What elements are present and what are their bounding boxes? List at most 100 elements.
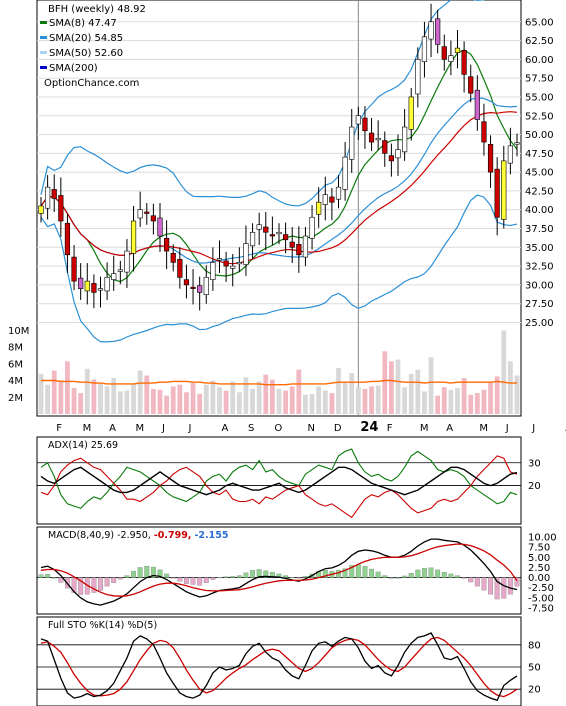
bollinger-lower — [40, 194, 518, 343]
sma50-line — [40, 111, 518, 265]
x-tick-label: F — [387, 423, 393, 434]
volume-bar — [507, 361, 513, 414]
volume-bar — [474, 393, 480, 414]
volume-bar — [91, 379, 97, 414]
macd-histogram-bar — [250, 570, 256, 578]
volume-bar — [362, 388, 368, 414]
volume-bar — [375, 385, 381, 414]
volume-bar — [124, 390, 130, 414]
macd-histogram-bar — [98, 577, 103, 591]
x-tick-label: S — [248, 423, 254, 434]
x-tick-label: A — [446, 423, 453, 434]
macd-histogram-bar — [468, 577, 474, 583]
macd-histogram-bar — [236, 575, 242, 578]
macd-histogram-bar — [144, 566, 150, 578]
candle-body — [51, 189, 57, 199]
legend-sma50: SMA(50) 52.60 — [49, 48, 123, 59]
candle-body — [197, 285, 203, 293]
volume-bar — [250, 388, 255, 414]
x-tick-label: M — [136, 423, 145, 434]
x-tick-label: O — [274, 423, 282, 434]
volume-bar — [210, 380, 216, 414]
macd-histogram-bar — [342, 568, 348, 578]
volume-bar — [71, 388, 77, 414]
macd-histogram-bar — [91, 577, 97, 593]
x-tick-label: M — [83, 423, 92, 434]
volume-bar — [150, 388, 156, 414]
macd-histogram-bar — [104, 577, 110, 587]
candle-body — [296, 244, 302, 256]
macd-histogram-bar — [38, 574, 44, 578]
x-tick-label: D — [334, 423, 342, 434]
candle-body — [97, 288, 104, 291]
macd-histogram-bar — [369, 568, 375, 578]
volume-bar — [283, 390, 289, 414]
candle-body — [164, 237, 170, 252]
candle-body — [355, 115, 361, 125]
volume-bar — [184, 392, 189, 414]
macd-histogram-bar — [375, 571, 381, 578]
macd-histogram-bar — [455, 575, 460, 578]
macd-histogram-bar — [256, 569, 262, 578]
volume-bar — [38, 373, 44, 414]
candle-body — [157, 217, 163, 237]
price-tick-label: 57.50 — [525, 74, 554, 85]
macd-histogram-bar — [388, 577, 394, 579]
candle-body — [216, 258, 223, 261]
volume-bar — [65, 361, 70, 414]
volume-bar — [289, 386, 295, 414]
macd-histogram-bar — [448, 573, 454, 578]
volume-bar — [177, 384, 183, 414]
volume-bar — [316, 386, 322, 414]
candle-body — [38, 205, 44, 214]
volume-bar — [230, 381, 236, 414]
candle-body — [335, 186, 342, 200]
macd-histogram-bar — [157, 569, 163, 578]
macd-histogram-bar — [362, 566, 368, 578]
volume-bar — [461, 378, 467, 414]
price-tick-label: 32.50 — [525, 262, 554, 273]
candle-body — [71, 256, 77, 282]
price-tick-label: 27.50 — [525, 299, 554, 310]
macd-hist-value: -2.155 — [194, 530, 228, 541]
volume-bar — [435, 395, 441, 414]
volume-bar — [329, 393, 335, 414]
volume-bar — [217, 387, 222, 414]
macd-value: MACD(8,40,9) -2.950, — [48, 530, 151, 541]
x-tick-label: A — [222, 423, 229, 434]
candle-body — [276, 231, 282, 235]
macd-histogram-bar — [289, 577, 295, 579]
volume-bar — [336, 368, 341, 414]
macd-tick-label: -2.50 — [528, 583, 554, 594]
chart-title: BFH (weekly) 48.92 — [48, 4, 146, 15]
legend-swatch-sma50 — [40, 51, 47, 54]
volume-bar — [164, 395, 170, 414]
macd-histogram-bar — [203, 577, 209, 583]
candle-body — [388, 155, 394, 162]
volume-bar — [402, 387, 408, 414]
volume-bar — [203, 384, 209, 414]
macd-histogram-bar — [461, 577, 467, 579]
macd-signal-value: -0.799, — [154, 530, 192, 541]
candle-body — [342, 156, 348, 190]
volume-bar — [488, 382, 493, 414]
sto-d-line — [40, 636, 518, 698]
candle-body — [256, 224, 262, 230]
price-tick-label: 60.00 — [525, 55, 554, 66]
candle-body — [190, 286, 196, 289]
candle-body — [230, 265, 236, 269]
volume-bar — [441, 387, 447, 414]
macd-histogram-bar — [170, 577, 176, 579]
legend-swatch-sma20 — [40, 36, 47, 39]
volume-bar — [481, 389, 487, 414]
macd-histogram-bar — [408, 572, 414, 578]
volume-bar — [369, 386, 374, 414]
candlesticks — [38, 3, 520, 311]
x-tick-label: J — [187, 423, 191, 434]
candle-body — [117, 269, 123, 272]
volume-bar — [98, 383, 103, 414]
candle-body — [375, 138, 381, 141]
macd-histogram-bar — [336, 570, 341, 578]
candle-body — [329, 196, 335, 203]
macd-histogram-bar — [137, 567, 143, 578]
